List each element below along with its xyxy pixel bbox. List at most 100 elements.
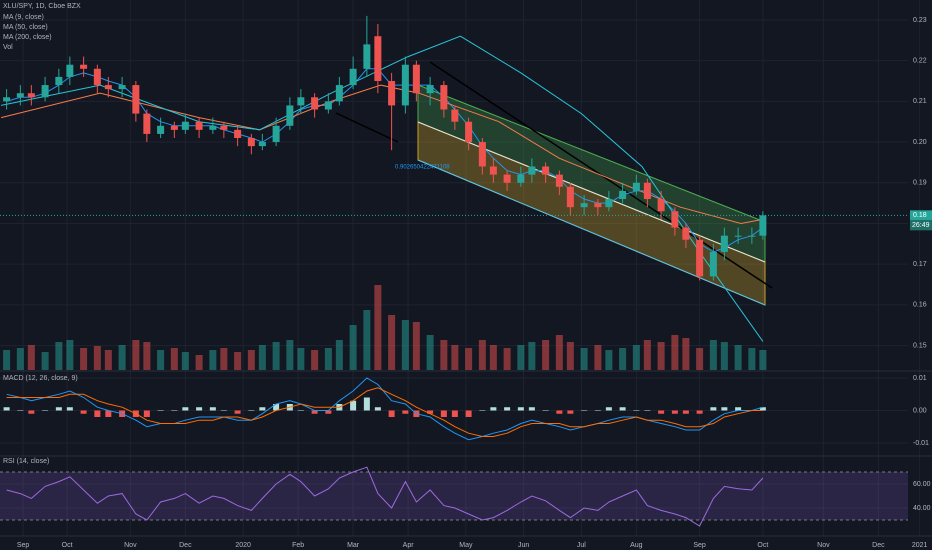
signal-line [6,387,763,437]
candle-body [566,186,574,208]
histogram-bar [42,410,49,411]
candle-body [720,235,728,252]
volume-bar [195,355,203,370]
y-tick-label: 0.20 [913,139,927,146]
volume-bar [335,340,343,370]
legend-entry: MA (50, close) [3,24,48,31]
candle-body [489,166,497,175]
volume-bar [157,350,165,370]
candle-body [388,81,396,106]
candle-body [696,239,704,277]
candle-body [643,182,651,200]
volume-bar [440,340,448,370]
histogram-bar [55,407,62,411]
volume-bar [170,348,178,370]
volume-bar [66,340,74,370]
volume-bar [401,320,409,370]
candle-body [311,97,319,110]
x-tick-label: Mar [347,542,360,549]
y-tick-label: 0.17 [913,261,927,268]
legend-entry: Vol [3,44,13,51]
histogram-bar [581,410,588,411]
histogram-bar [374,407,381,411]
candle-body [374,36,382,82]
candle-body [16,93,24,98]
candle-body [657,199,665,212]
histogram-bar [273,403,280,411]
histogram-bar [28,410,35,414]
x-tick-label: Aug [630,542,643,549]
candle-body [517,174,525,183]
y-tick-label: 0.21 [913,98,927,105]
histogram-bar [696,410,703,414]
candle-body [132,85,140,114]
x-tick-label: Sep [17,542,30,549]
candle-body [440,85,448,110]
volume-bar [734,345,742,370]
volume-bar [181,352,189,370]
histogram-bar [157,410,164,411]
volume-bar [297,348,305,370]
histogram-bar [234,410,241,414]
volume-bar [363,310,371,370]
histogram-bar [721,407,728,411]
y-tick-label: 0.23 [913,17,927,24]
volume-bar [118,345,126,370]
volume-bar [3,350,11,370]
candle-body [528,166,536,175]
candle-body [80,64,88,69]
histogram-bar [363,397,370,411]
price-box [910,210,932,221]
candle-body [220,125,228,130]
candle-body [195,121,203,130]
volume-bar [247,350,255,370]
volume-bar [720,342,728,370]
histogram-bar [542,410,549,411]
histogram-bar [209,407,216,411]
histogram-bar [517,407,524,411]
candle-body [580,203,588,208]
candle-body [542,166,550,175]
candle-body [363,44,371,69]
histogram-bar [451,410,458,417]
candle-body [247,137,255,147]
histogram-bar [427,410,434,414]
pane-title: RSI (14, close) [3,458,49,465]
countdown-box [910,220,932,231]
candle-body [324,101,332,110]
candle-body [181,121,189,130]
histogram-bar [504,407,511,411]
volume-bar [478,340,486,370]
channel-base [417,159,766,306]
candle-body [401,64,409,106]
volume-bar [594,345,602,370]
histogram-bar [143,410,150,417]
histogram-bar [633,410,640,411]
histogram-bar [528,407,535,411]
last-price-label: 0.18 [913,212,927,219]
candle-body [93,68,101,86]
candle-body [451,109,459,122]
x-tick-label: 2021 [912,542,928,549]
volume-bar [517,345,525,370]
y-tick-label: 0.01 [913,375,927,382]
volume-bar [311,350,319,370]
histogram-bar [105,410,112,417]
candle-body [118,85,126,90]
candle-body [619,190,627,200]
volume-bar [349,325,357,370]
x-tick-label: May [459,542,473,549]
volume-bar [412,322,420,370]
histogram-bar [196,407,203,411]
histogram-bar [94,410,101,417]
histogram-bar [388,410,395,417]
y-tick-label: 0.16 [913,302,927,309]
histogram-bar [594,410,601,411]
histogram-bar [658,410,665,414]
countdown: 26:49 [912,222,930,229]
candle-body [478,142,486,167]
volume-bar [682,338,690,370]
volume-bar [388,315,396,370]
histogram-bar [465,410,472,417]
